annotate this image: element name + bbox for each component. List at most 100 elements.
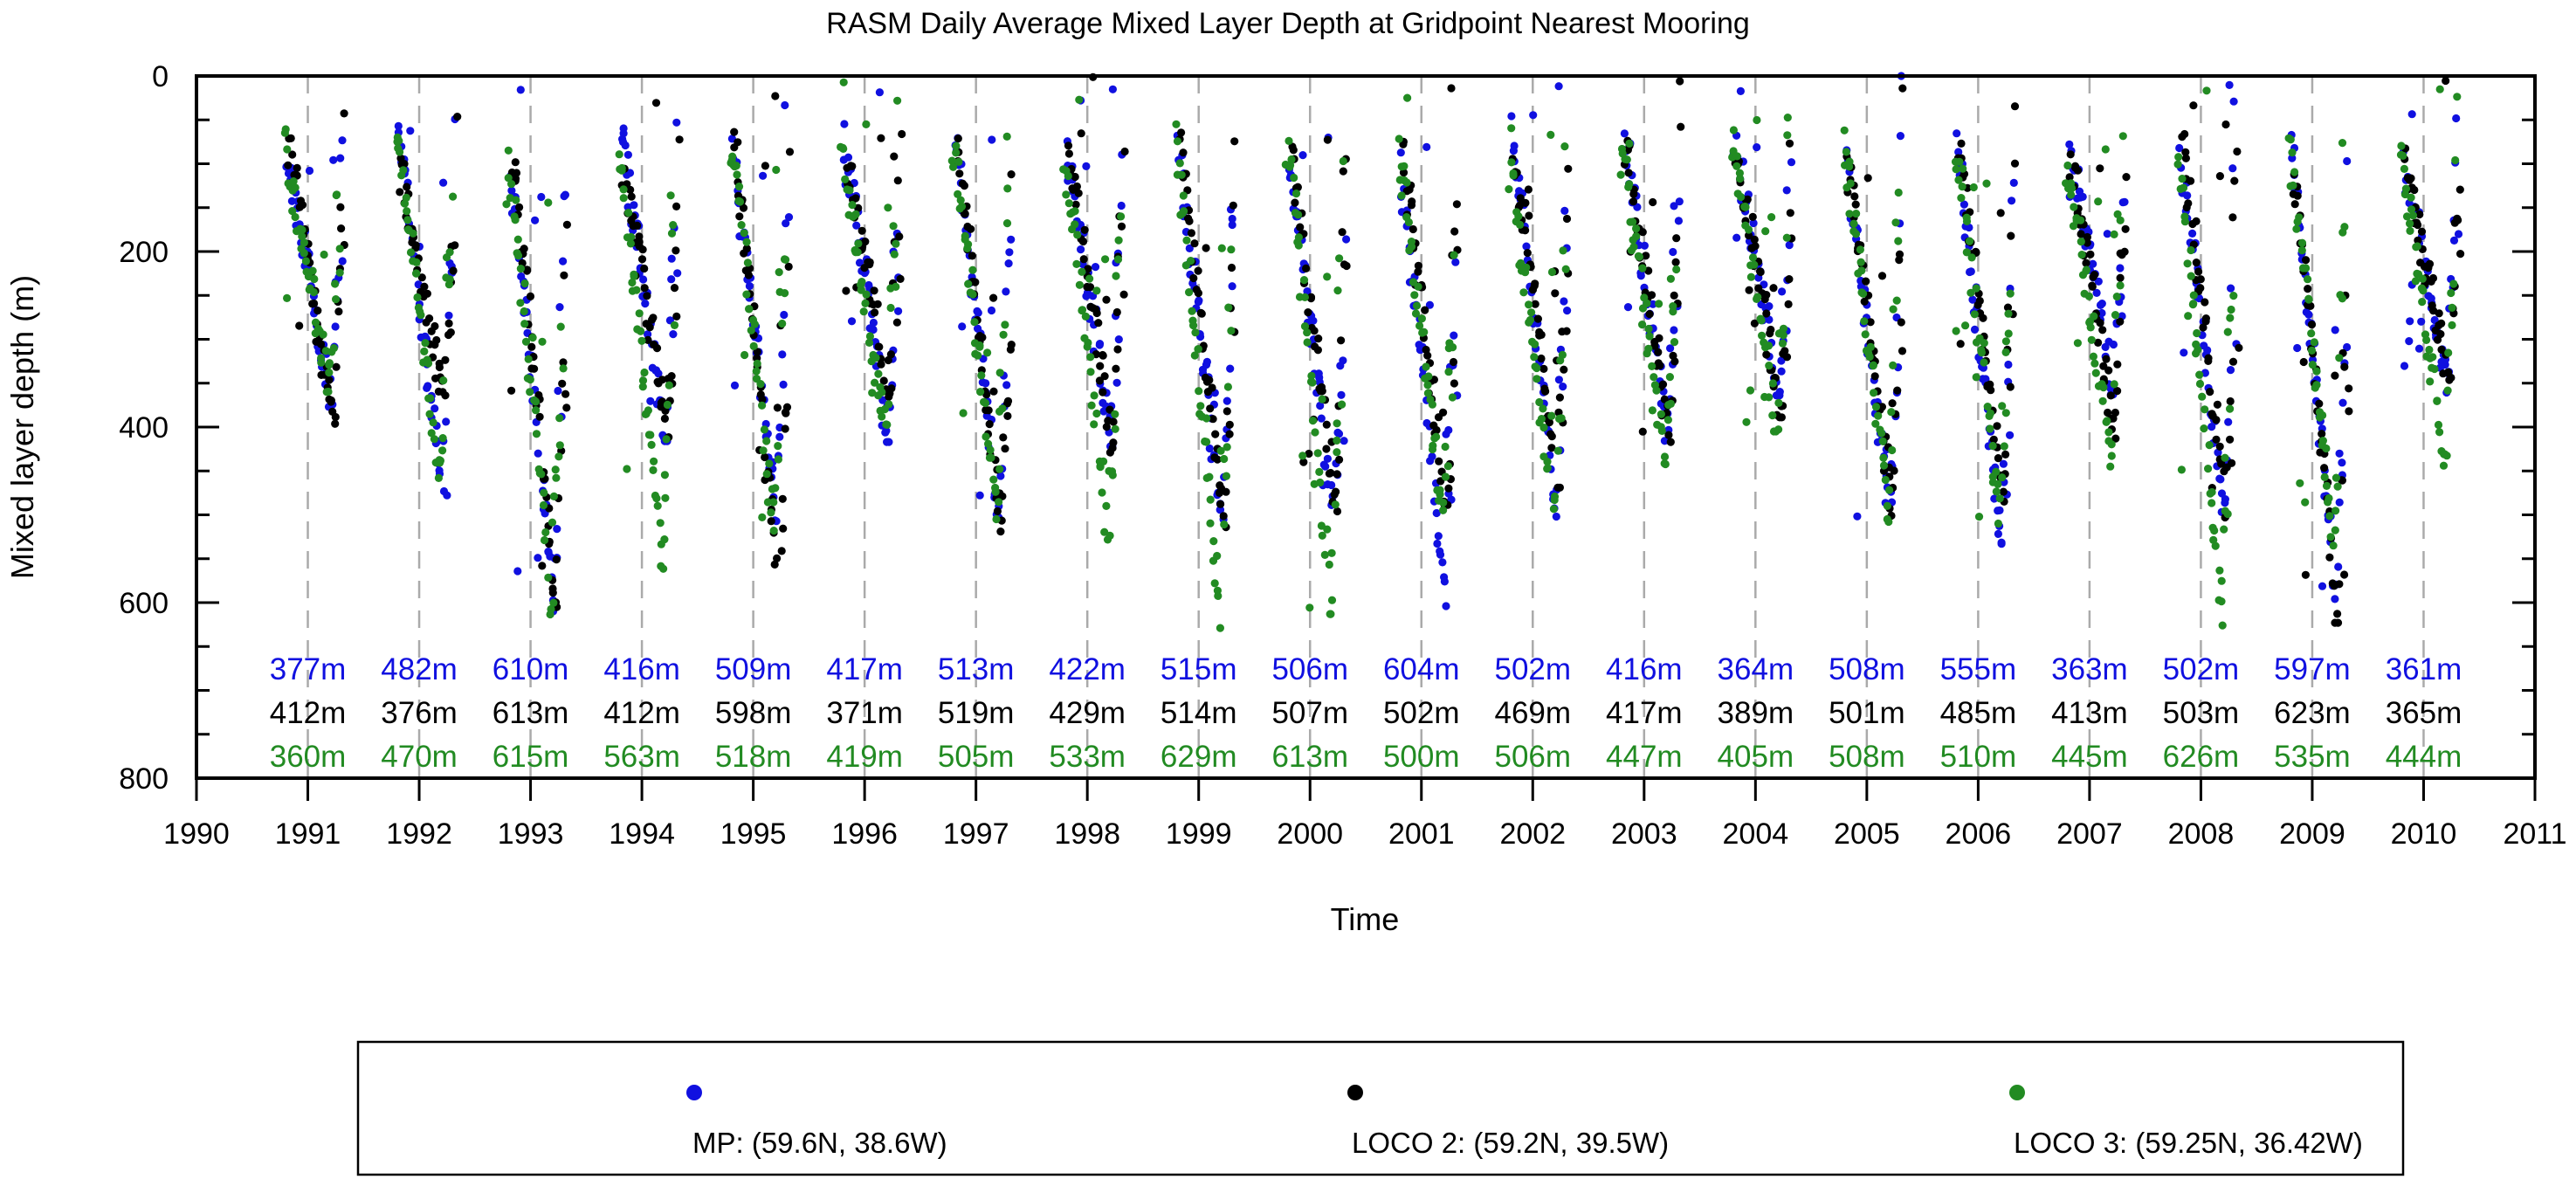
point-0-2010-16 (2417, 317, 2426, 326)
point-1-1991-38 (331, 419, 340, 428)
point-2-1995-28 (760, 425, 769, 434)
point-2-1994-5 (619, 194, 628, 203)
point-2-2001-42 (1444, 368, 1453, 376)
point-2-2004-5 (1732, 152, 1741, 161)
point-1-1994-43 (670, 284, 679, 293)
max-label-1-1993: 613m (492, 696, 569, 730)
point-1-1993-42 (558, 379, 567, 388)
point-0-2006-35 (1995, 506, 2004, 515)
point-0-2002-47 (1563, 307, 1572, 315)
point-1-1992-23 (423, 289, 431, 298)
point-2-2000-29 (1318, 395, 1326, 403)
point-0-1997-26 (981, 379, 990, 388)
point-1-1997-31 (989, 293, 998, 302)
point-1-2008-24 (2206, 388, 2214, 396)
point-2-2010-11 (2408, 211, 2418, 220)
point-0-1992-42 (444, 311, 453, 320)
point-2-2006-18 (1972, 373, 1980, 382)
point-1-2009-44 (2340, 362, 2349, 371)
point-1-2001-8 (1407, 201, 1416, 210)
point-2-1999-39 (1216, 446, 1225, 455)
point-0-1991-45 (336, 154, 345, 162)
point-1-2008-30 (2212, 416, 2221, 424)
point-2-1991-9 (291, 212, 300, 222)
point-2-1991-10 (291, 183, 300, 192)
point-1-2002-33 (1547, 432, 1556, 441)
point-1-2010-15 (2417, 227, 2427, 236)
point-2-1995-13 (742, 238, 751, 246)
point-2-1997-23 (975, 341, 984, 350)
point-2-2002-0 (1505, 185, 1513, 194)
point-2-1992-4 (396, 148, 404, 156)
point-2-2000-22 (1308, 378, 1317, 387)
point-2-2008-24 (2202, 86, 2211, 95)
point-2-2005-15 (1856, 258, 1865, 266)
point-2-1997-17 (968, 290, 977, 299)
point-2-1998-43 (1111, 410, 1119, 418)
point-1-2008-32 (2215, 172, 2224, 181)
point-1-2010-31 (2436, 329, 2445, 339)
point-1-1994-41 (667, 372, 676, 381)
point-2-2007-20 (2086, 323, 2095, 332)
point-2-2009-14 (2302, 264, 2311, 272)
point-0-1997-21 (975, 491, 984, 500)
point-2-1995-26 (758, 513, 767, 522)
point-2-2001-9 (1404, 217, 1413, 227)
point-2-1994-26 (644, 406, 653, 415)
point-2-2006-29 (1986, 409, 1994, 417)
point-2-1994-4 (619, 185, 628, 194)
point-2-1991-36 (324, 387, 333, 396)
point-1-1995-35 (771, 92, 780, 100)
point-1-2000-20 (1310, 327, 1319, 335)
point-0-2009-40 (2335, 498, 2344, 507)
point-2-2003-21 (1643, 299, 1651, 307)
point-2-1992-27 (424, 359, 433, 368)
legend-marker-loco3 (2009, 1085, 2025, 1100)
max-label-1-1995: 598m (715, 696, 792, 730)
point-1-2007-13 (2082, 259, 2090, 267)
max-label-1-2006: 485m (1940, 696, 2017, 730)
point-0-2008-6 (2183, 191, 2192, 200)
point-2-2008-11 (2187, 272, 2195, 280)
point-1-2007-23 (2094, 338, 2103, 347)
point-1-2010-11 (2414, 236, 2422, 245)
point-0-2001-37 (1440, 577, 1449, 586)
point-2-1994-27 (646, 431, 655, 439)
point-2-1992-33 (430, 435, 438, 444)
point-2-2010-44 (2448, 321, 2456, 329)
point-2-2008-29 (2208, 499, 2216, 507)
max-label-0-1995: 509m (715, 652, 792, 686)
point-2-2004-17 (1746, 272, 1755, 281)
point-1-2001-10 (1409, 224, 1417, 234)
point-2-2000-31 (1318, 531, 1326, 540)
point-0-2010-47 (2454, 230, 2463, 238)
point-2-2001-12 (1407, 238, 1415, 246)
point-1-2008-11 (2192, 217, 2201, 225)
point-0-1996-26 (869, 318, 878, 328)
point-1-2007-37 (2111, 434, 2120, 443)
point-1-1999-2 (1179, 148, 1188, 157)
point-1-2001-47 (1452, 200, 1461, 209)
point-2-2007-37 (2106, 462, 2115, 471)
max-label-0-2000: 506m (1271, 652, 1348, 686)
point-2-2005-14 (1857, 266, 1866, 275)
point-1-2000-27 (1318, 387, 1326, 396)
point-1-2008-47 (2235, 343, 2243, 352)
point-2-2006-16 (1970, 310, 1979, 319)
max-label-2-2008: 626m (2163, 740, 2240, 774)
point-2-2001-30 (1429, 441, 1437, 450)
point-0-2008-43 (2226, 366, 2235, 375)
point-2-2000-40 (1331, 500, 1340, 509)
point-1-1999-41 (1225, 430, 1234, 438)
max-label-0-1996: 417m (826, 652, 903, 686)
point-2-1998-34 (1101, 255, 1110, 264)
point-1-2002-5 (1516, 194, 1525, 203)
point-1-1994-16 (638, 245, 647, 254)
point-0-2009-46 (2343, 156, 2352, 166)
point-2-2010-29 (2430, 364, 2439, 374)
point-2-2005-34 (1879, 461, 1889, 470)
point-1-2008-1 (2180, 129, 2189, 139)
point-0-2001-21 (1422, 142, 1431, 151)
point-2-1993-47 (559, 364, 568, 373)
point-1-2008-12 (2192, 259, 2201, 267)
